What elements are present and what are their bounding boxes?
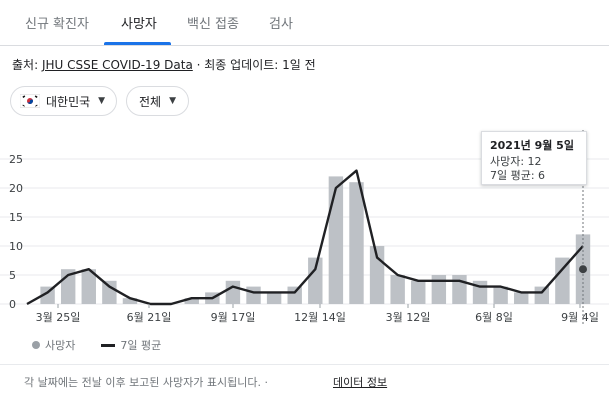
- tooltip-avg: 7일 평균: 6: [490, 169, 546, 182]
- death-bar: [122, 298, 138, 304]
- x-tick-label: 3월 12일: [386, 310, 431, 324]
- death-bar: [266, 292, 282, 304]
- y-tick-label: 15: [9, 211, 23, 224]
- y-tick-label: 5: [9, 269, 16, 282]
- tab-tests[interactable]: 검사: [269, 17, 293, 32]
- death-bar: [81, 269, 96, 304]
- source-suffix: · 최종 업데이트: 1일 전: [192, 58, 316, 72]
- tab-deaths[interactable]: 사망자: [121, 17, 157, 32]
- source-link[interactable]: JHU CSSE COVID-19 Data: [41, 58, 193, 72]
- tooltip-date: 2021년 9월 5일: [490, 139, 574, 152]
- death-bar: [452, 275, 467, 304]
- death-bar: [390, 275, 405, 304]
- legend-bar-swatch: [32, 341, 40, 349]
- range-dropdown[interactable]: 전체 ▼: [126, 86, 189, 116]
- death-bar: [349, 182, 364, 304]
- death-bar: [493, 286, 508, 304]
- chevron-down-icon: ▼: [98, 96, 106, 106]
- source-prefix: 출처:: [12, 58, 42, 72]
- legend-line-label: 7일 평균: [120, 339, 162, 352]
- legend-line-swatch: [101, 343, 116, 347]
- data-info-link[interactable]: 데이터 정보: [333, 376, 388, 389]
- hover-dot: [579, 265, 587, 274]
- death-bar: [328, 176, 344, 304]
- korea-flag-icon: [20, 94, 40, 108]
- tab-vaccinations[interactable]: 백신 접종: [187, 17, 239, 32]
- legend-bar-label: 사망자: [45, 339, 76, 352]
- x-tick-label: 9월 4일: [561, 310, 599, 324]
- death-bar: [102, 280, 117, 304]
- x-tick-label: 9월 17일: [211, 310, 256, 324]
- x-tick-label: 6월 21일: [127, 310, 172, 324]
- avg-line: [26, 169, 584, 306]
- y-tick-label: 20: [9, 182, 23, 195]
- tab-new-cases[interactable]: 신규 확진자: [25, 17, 89, 32]
- footer: 각 날짜에는 전날 이후 보고된 사망자가 표시됩니다. · 데이터 정보: [0, 364, 609, 389]
- active-tab-indicator: [104, 42, 171, 45]
- x-tick-label: 3월 25일: [36, 310, 81, 324]
- y-tick-label: 10: [9, 240, 23, 253]
- footer-note: 각 날짜에는 전날 이후 보고된 사망자가 표시됩니다. ·: [24, 376, 268, 389]
- region-label: 대한민국: [46, 94, 91, 109]
- y-tick-label: 0: [9, 298, 16, 311]
- tooltip-deaths: 사망자: 12: [490, 155, 542, 168]
- death-bar: [246, 286, 261, 304]
- death-bar: [534, 286, 550, 304]
- tab-bar: 신규 확진자 사망자 백신 접종 검사: [0, 0, 609, 46]
- death-bar: [514, 292, 529, 304]
- source-line: 출처: JHU CSSE COVID-19 Data · 최종 업데이트: 1일…: [12, 56, 316, 73]
- chevron-down-icon: ▼: [169, 96, 177, 106]
- death-bar: [411, 280, 426, 304]
- death-bar: [184, 298, 199, 304]
- death-bar: [308, 257, 323, 304]
- death-bar: [225, 280, 241, 304]
- chart-tooltip: 2021년 9월 5일 사망자: 12 7일 평균: 6: [481, 131, 587, 185]
- x-tick-label: 12월 14일: [294, 310, 346, 324]
- chart-legend: 사망자 7일 평균: [32, 337, 161, 353]
- death-bar: [555, 257, 570, 304]
- region-dropdown[interactable]: 대한민국 ▼: [10, 86, 117, 116]
- death-bar: [40, 286, 55, 304]
- death-bar: [287, 286, 302, 304]
- x-tick-label: 6월 8일: [475, 310, 513, 324]
- death-bar: [431, 275, 447, 304]
- range-label: 전체: [139, 94, 162, 109]
- deaths-chart[interactable]: 0 5 10 15 20 25 3월 25일 6월 21일 9월 17일 12월 14일 3월 1…: [0, 130, 609, 330]
- y-tick-label: 25: [9, 153, 23, 166]
